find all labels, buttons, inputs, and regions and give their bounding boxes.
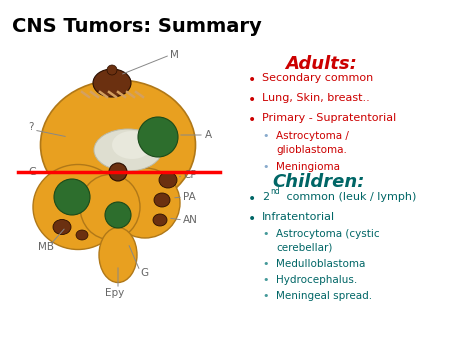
Text: •: • bbox=[262, 131, 268, 141]
Text: Meningioma: Meningioma bbox=[276, 162, 340, 172]
Text: nd: nd bbox=[270, 187, 280, 196]
Text: Primary - Supratentorial: Primary - Supratentorial bbox=[262, 113, 396, 123]
Ellipse shape bbox=[80, 175, 140, 240]
Text: glioblastoma.: glioblastoma. bbox=[276, 145, 347, 155]
Text: •: • bbox=[248, 212, 256, 226]
Ellipse shape bbox=[53, 219, 71, 235]
Text: Lung, Skin, breast..: Lung, Skin, breast.. bbox=[262, 93, 370, 103]
Text: A: A bbox=[205, 130, 212, 140]
Text: MB: MB bbox=[38, 242, 54, 252]
Ellipse shape bbox=[159, 172, 177, 188]
Text: •: • bbox=[248, 73, 256, 87]
Text: Astrocytoma /: Astrocytoma / bbox=[276, 131, 349, 141]
Text: •: • bbox=[262, 229, 268, 239]
Text: Hydrocephalus.: Hydrocephalus. bbox=[276, 275, 357, 285]
Text: •: • bbox=[248, 93, 256, 107]
Text: •: • bbox=[262, 162, 268, 172]
Text: •: • bbox=[248, 113, 256, 127]
Text: PA: PA bbox=[183, 192, 196, 202]
Text: CP: CP bbox=[183, 170, 197, 180]
Ellipse shape bbox=[33, 164, 123, 250]
Circle shape bbox=[105, 202, 131, 228]
Text: •: • bbox=[262, 291, 268, 301]
Ellipse shape bbox=[153, 214, 167, 226]
Text: 2: 2 bbox=[262, 192, 269, 202]
Text: common (leuk / lymph): common (leuk / lymph) bbox=[283, 192, 416, 202]
Text: Astrocytoma (cystic: Astrocytoma (cystic bbox=[276, 229, 380, 239]
Text: •: • bbox=[248, 192, 256, 206]
Ellipse shape bbox=[94, 129, 162, 171]
Text: G: G bbox=[140, 268, 148, 278]
Text: CNS Tumors: Summary: CNS Tumors: Summary bbox=[12, 17, 262, 36]
Ellipse shape bbox=[76, 230, 88, 240]
Text: Infratentorial: Infratentorial bbox=[262, 212, 335, 222]
Text: Children:: Children: bbox=[272, 173, 365, 191]
Circle shape bbox=[54, 179, 90, 215]
Text: Secondary common: Secondary common bbox=[262, 73, 373, 83]
Text: Meningeal spread.: Meningeal spread. bbox=[276, 291, 372, 301]
Text: AN: AN bbox=[183, 215, 198, 225]
Ellipse shape bbox=[112, 131, 152, 159]
Text: cerebellar): cerebellar) bbox=[276, 243, 332, 253]
Text: Medulloblastoma: Medulloblastoma bbox=[276, 259, 365, 269]
Ellipse shape bbox=[93, 69, 131, 97]
Text: •: • bbox=[262, 275, 268, 285]
Text: •: • bbox=[262, 259, 268, 269]
Ellipse shape bbox=[40, 80, 195, 210]
Text: Epy: Epy bbox=[105, 288, 124, 298]
Ellipse shape bbox=[154, 193, 170, 207]
Ellipse shape bbox=[110, 168, 180, 238]
Text: ?: ? bbox=[28, 122, 34, 132]
Text: Adults:: Adults: bbox=[285, 55, 357, 73]
Text: M: M bbox=[170, 50, 179, 60]
Circle shape bbox=[107, 65, 117, 75]
Circle shape bbox=[109, 163, 127, 181]
Ellipse shape bbox=[99, 228, 137, 283]
Text: G: G bbox=[28, 167, 36, 177]
Circle shape bbox=[138, 117, 178, 157]
